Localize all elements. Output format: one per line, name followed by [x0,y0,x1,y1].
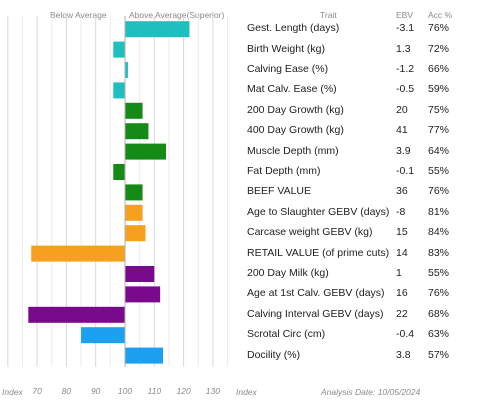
ebv-value: 36 [396,185,408,198]
bar-16 [125,347,164,364]
above-average-label: Above Average(Superior) [129,10,225,20]
x-tick-label: 80 [62,386,72,396]
acc-value: 55% [428,165,450,177]
bar-10 [125,225,146,242]
acc-value: 55% [428,267,450,279]
acc-value: 68% [428,307,450,320]
bar-7 [113,164,125,180]
ebv-value: 41 [396,124,408,137]
bar-5 [125,123,149,140]
analysis-date: Analysis Date: 10/05/2024 [321,387,421,397]
acc-value: 57% [428,348,450,361]
acc-header: Acc % [428,10,453,20]
x-tick-label: 70 [32,386,42,396]
acc-value: 84% [428,226,450,239]
index-label-right: Index [236,387,257,397]
bar-4 [125,102,143,119]
bar-15 [81,327,125,344]
trait-name: Birth Weight (kg) [247,42,325,55]
acc-value: 59% [428,83,450,96]
trait-name: RETAIL VALUE (of prime cuts) [247,246,390,259]
ebv-value: 16 [396,287,408,300]
trait-name: BEEF VALUE [247,185,311,198]
trait-name: Calving Ease (%) [247,63,329,75]
bar-9 [125,204,143,221]
ebv-value: 1 [396,267,402,279]
x-tick-label: 110 [148,386,162,396]
trait-name: Muscle Depth (mm) [247,144,339,157]
trait-name: Carcase weight GEBV (kg) [247,226,373,239]
ebv-value: 22 [396,307,408,320]
ebv-value: -3.1 [396,22,415,35]
index-label-left: Index [2,387,23,397]
bar-14 [28,306,126,323]
acc-value: 76% [428,185,450,198]
trait-name: 200 Day Growth (kg) [247,103,344,116]
ebv-value: -8 [396,205,406,218]
bar-1 [113,41,125,58]
trait-name: 400 Day Growth (kg) [247,124,344,137]
x-tick-label: 90 [91,386,101,396]
acc-value: 64% [428,144,450,157]
trait-name: Mat Calv. Ease (%) [247,83,337,96]
acc-value: 81% [428,205,450,218]
ebv-value: -1.2 [396,63,415,75]
acc-value: 75% [428,103,450,116]
below-average-label: Below Average [50,10,107,20]
trait-header: Trait [320,10,337,20]
ebv-value: 1.3 [396,42,411,55]
trait-name: Fat Depth (mm) [247,165,321,177]
trait-name: Gest. Length (days) [247,22,340,35]
x-tick-label: 130 [206,386,220,396]
bar-13 [125,286,161,303]
acc-value: 63% [428,328,450,341]
acc-value: 77% [428,124,450,137]
x-tick-label: 100 [118,386,132,396]
ebv-value: 14 [396,246,408,259]
trait-name: Scrotal Circ (cm) [247,328,326,341]
ebv-value: -0.5 [396,83,415,96]
bar-0 [125,21,190,38]
bar-2 [125,62,128,78]
bar-8 [125,184,143,201]
ebv-value: -0.4 [396,328,415,341]
acc-value: 76% [428,287,450,300]
x-tick-label: 120 [177,386,191,396]
bar-3 [113,82,125,99]
bar-12 [125,266,155,282]
trait-name: Docility (%) [247,348,301,361]
ebv-header: EBV [396,10,414,20]
bar-11 [31,245,126,262]
ebv-value: 3.8 [396,348,411,361]
trait-name: Age to Slaughter GEBV (days) [247,205,390,218]
trait-name: Calving Interval GEBV (days) [247,307,384,320]
ebv-value: 15 [396,226,408,239]
acc-value: 72% [428,42,450,55]
ebv-value: 20 [396,103,408,116]
trait-name: 200 Day Milk (kg) [247,267,329,279]
acc-value: 83% [428,246,450,259]
acc-value: 76% [428,22,450,35]
bar-6 [125,143,167,160]
trait-name: Age at 1st Calv. GEBV (days) [247,287,385,300]
ebv-value: -0.1 [396,165,415,177]
ebv-value: 3.9 [396,144,411,157]
acc-value: 66% [428,63,450,75]
